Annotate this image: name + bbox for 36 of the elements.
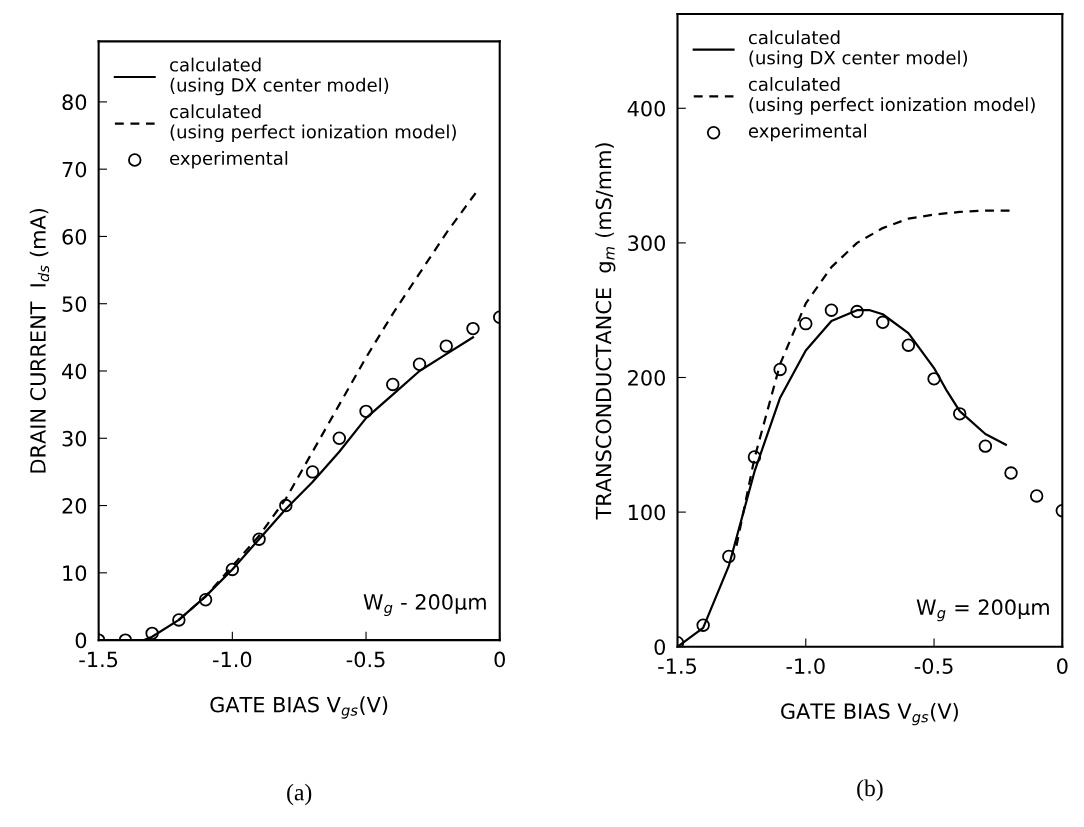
- y-tick-label: 300: [628, 235, 665, 252]
- legend-label: calculated (using DX center model): [170, 57, 389, 96]
- text: (b): [857, 779, 883, 801]
- x-axis-title: GATE BIAS V$_{gs}$(V): [781, 702, 958, 726]
- y-tick-label: 30: [62, 430, 87, 447]
- x-tick-label: -0.5: [346, 651, 385, 668]
- annotation: W$_{g}$ - 200μm: [363, 594, 486, 616]
- y-tick-label: 100: [628, 504, 665, 521]
- y-tick-label: 70: [62, 161, 87, 178]
- x-tick-label: -1.0: [213, 651, 252, 668]
- x-axis-title: GATE BIAS V$_{gs}$(V): [210, 696, 388, 719]
- x-tick-label: -0.5: [914, 658, 953, 674]
- x-tick-label: -1.0: [786, 658, 825, 674]
- y-tick-label: 10: [63, 565, 87, 582]
- y-tick-label: 50: [62, 296, 87, 312]
- y-tick-label: 80: [62, 94, 87, 111]
- x-tick-label: -1.5: [79, 651, 118, 668]
- legend-label: calculated (using perfect ionization model): [170, 104, 456, 143]
- y-tick-label: 60: [62, 228, 87, 245]
- y-tick-label: 200: [628, 369, 665, 386]
- x-tick-label: 0: [494, 651, 505, 668]
- x-tick-label: -1.5: [658, 658, 697, 674]
- legend-label: experimental: [170, 151, 288, 169]
- legend-label: calculated (using DX center model): [748, 30, 968, 68]
- y-tick-label: 0: [75, 632, 87, 649]
- legend-label: calculated (using perfect ionization model): [748, 77, 1035, 115]
- y-axis-title: DRAIN CURRENT I$_{ds}$ (mA): [29, 208, 50, 473]
- legend-label: experimental: [748, 123, 867, 142]
- y-tick-label: 20: [62, 498, 87, 514]
- y-axis-title: TRANSCONDUCTANCE g$_{m}$ (mS/mm): [595, 143, 616, 520]
- annotation: W$_{g}$ = 200μm: [916, 599, 1049, 622]
- y-tick-label: 400: [627, 100, 665, 117]
- y-tick-label: 40: [62, 363, 87, 380]
- y-tick-label: 0: [654, 639, 666, 655]
- x-tick-label: 0: [1057, 658, 1068, 674]
- text: (a): [287, 783, 312, 806]
